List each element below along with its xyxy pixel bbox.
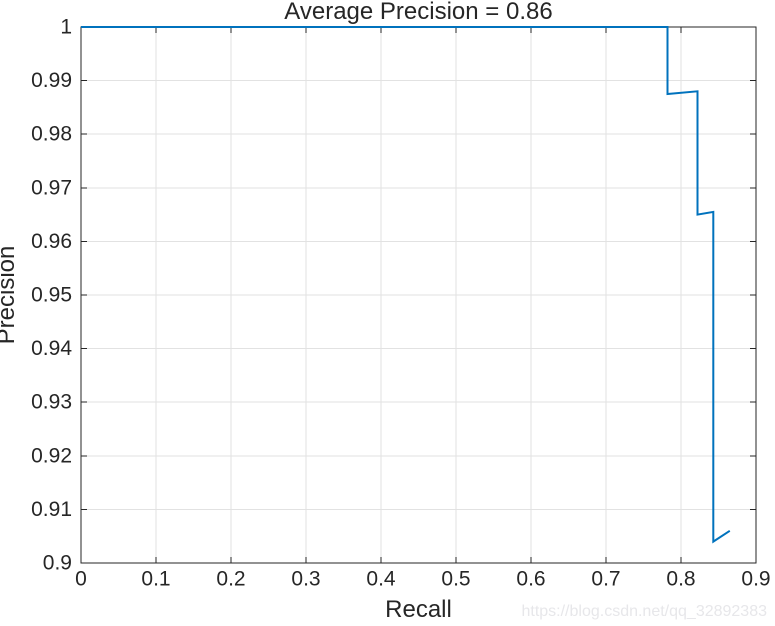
y-tick-label: 0.91 xyxy=(31,498,72,521)
y-tick-labels: 0.9 0.91 0.92 0.93 0.94 0.95 0.96 0.97 0.98 0.99 1 xyxy=(31,16,72,575)
pr-curve xyxy=(81,26,731,544)
y-tick-label: 0.95 xyxy=(31,284,72,307)
x-tick-labels: 0 0.1 0.2 0.3 0.4 0.5 0.6 0.7 0.8 0.9 xyxy=(75,567,770,590)
x-tick-label: 0.7 xyxy=(591,567,620,590)
x-tick-label: 0.9 xyxy=(741,567,770,590)
y-axis-label: Precision xyxy=(0,246,20,345)
y-tick-label: 0.99 xyxy=(31,69,72,92)
x-tick-label: 0.5 xyxy=(441,567,470,590)
x-axis-label: Recall xyxy=(385,596,452,623)
watermark-text: https://blog.csdn.net/qq_32892383 xyxy=(521,603,767,620)
y-tick-label: 1 xyxy=(60,16,72,39)
x-tick-label: 0.4 xyxy=(366,567,396,590)
y-tick-label: 0.96 xyxy=(31,230,72,253)
y-tick-label: 0.97 xyxy=(31,176,72,199)
x-tick-label: 0 xyxy=(75,567,87,590)
x-tick-label: 0.6 xyxy=(516,567,545,590)
chart-title: Average Precision = 0.86 xyxy=(284,0,552,25)
x-tick-label: 0.8 xyxy=(666,567,695,590)
pr-curve-line xyxy=(81,26,731,544)
y-tick-label: 0.9 xyxy=(43,552,72,575)
x-tick-label: 0.3 xyxy=(291,567,320,590)
tick-marks xyxy=(80,26,757,564)
y-tick-label: 0.93 xyxy=(31,391,72,414)
y-tick-label: 0.94 xyxy=(31,337,72,360)
gridlines xyxy=(81,27,756,563)
y-tick-label: 0.98 xyxy=(31,123,72,146)
x-tick-label: 0.2 xyxy=(216,567,245,590)
x-tick-label: 0.1 xyxy=(141,567,170,590)
y-tick-label: 0.92 xyxy=(31,444,72,467)
